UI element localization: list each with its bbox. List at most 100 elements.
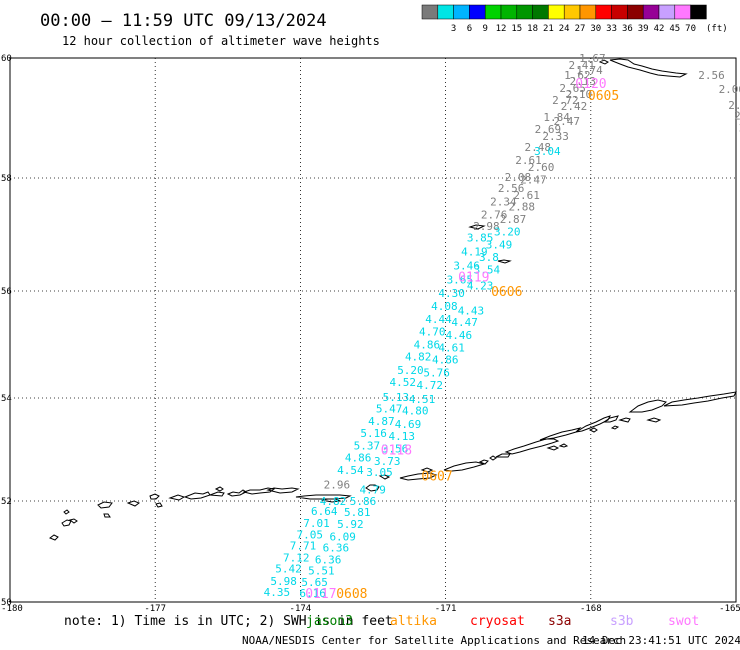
lat-tick-label: 56 [1, 287, 12, 297]
lat-tick-label: 60 [1, 54, 12, 64]
orbit-time-label: 0605 [588, 89, 619, 104]
swh-value: 4.70 [419, 326, 446, 339]
swh-value: 4.30 [438, 287, 465, 300]
lon-tick-label: -168 [580, 604, 602, 614]
map-subtitle: 12 hour collection of altimeter wave hei… [62, 34, 380, 48]
swh-value: 4.19 [461, 245, 488, 258]
swh-value: 5.51 [308, 565, 335, 578]
swh-value: 4.35 [264, 586, 291, 599]
swh-color-legend: 3 6 9 12 15 18 21 24 27 30 33 36 39 42 45 70 [421, 4, 707, 34]
swh-value: 2.06 [719, 83, 740, 96]
satellite-legend-item: s3a [548, 614, 571, 629]
legend-label: 42 [654, 24, 665, 34]
legend-swatch [532, 4, 549, 20]
swh-value: 2 [739, 122, 740, 135]
swh-value: 5.47 [376, 402, 403, 415]
swh-value: 4.43 [458, 304, 485, 317]
footer-credit: NOAA/NESDIS Center for Satellite Applica… [242, 634, 626, 647]
swh-value: 7.05 [297, 528, 324, 541]
swh-value: 4.72 [417, 379, 444, 392]
footer-note: note: 1) Time is in UTC; 2) SWH is in fe… [64, 614, 393, 629]
swh-value: 2.08 [505, 171, 532, 184]
orbit-time-label: 0606 [491, 285, 522, 300]
satellite-legend-item: altika [390, 614, 437, 629]
lat-tick-label: 52 [1, 497, 12, 507]
lon-tick-label: -174 [290, 604, 312, 614]
orbit-time-label: 0119 [458, 270, 489, 285]
footer-timestamp: 14 Dec 23:41:51 UTC 2024 [582, 634, 740, 647]
swh-value: 6.16 [299, 587, 326, 600]
swh-value: 2.67 [728, 99, 740, 112]
swh-value: 1.67 [579, 52, 606, 65]
swh-value: 2.48 [524, 141, 551, 154]
legend-swatch [674, 4, 691, 20]
swh-value: 4.46 [446, 329, 473, 342]
legend-swatch [437, 4, 454, 20]
swh-value: 3.56 [382, 442, 409, 455]
legend-swatch [469, 4, 486, 20]
legend-swatch [690, 4, 707, 20]
swh-value: 5.20 [397, 364, 424, 377]
swh-value: 6.36 [323, 541, 350, 554]
axis-tick-labels: -180 -177 -174 -171 -168 -165 60 58 56 54 52 50 [1, 54, 740, 614]
satellite-legend-item: cryosat [470, 614, 525, 629]
legend-swatch [563, 4, 581, 20]
swh-value: 4.80 [402, 404, 429, 417]
swh-value: 4.87 [368, 415, 395, 428]
swh-value: 5.81 [344, 506, 371, 519]
swh-value: 1.74 [576, 64, 603, 77]
swh-value: 2.56 [698, 69, 725, 82]
legend-label: 27 [575, 24, 586, 34]
swh-value: 7.71 [290, 539, 317, 552]
swh-value: 3.49 [486, 239, 512, 252]
swh-value: 2.65 [559, 82, 586, 95]
swh-track-points: 1.672.411.741.622.132.652.102.722.421.84… [264, 52, 740, 600]
swh-value: 4.86 [345, 452, 372, 465]
swh-value: 7.01 [303, 517, 330, 530]
swh-value: 2.1 [734, 110, 740, 123]
swh-value: 3.05 [366, 466, 393, 479]
legend-label: 6 [467, 24, 472, 34]
legend-label: 24 [559, 24, 570, 34]
swh-value: 3.54 [474, 264, 501, 277]
swh-value: 2.33 [542, 130, 569, 143]
legend-swatch [642, 4, 660, 20]
lon-tick-label: -165 [719, 604, 740, 614]
swh-value: 1.62 [564, 69, 591, 82]
swh-value: 2.41 [569, 59, 596, 72]
swh-value: 5.37 [354, 439, 381, 452]
swh-value: 5.42 [275, 563, 302, 576]
swh-value: 4.08 [431, 300, 458, 313]
legend-label: 33 [606, 24, 617, 34]
lon-tick-label: -171 [435, 604, 457, 614]
swh-value: 5.98 [270, 575, 297, 588]
legend-swatch [453, 4, 470, 20]
swh-value: 2.13 [570, 75, 597, 88]
legend-label: 39 [638, 24, 649, 34]
legend-label: 45 [669, 24, 680, 34]
legend-label: 15 [511, 24, 522, 34]
swh-value: 3.8 [479, 251, 499, 264]
swh-value: 4.69 [395, 418, 422, 431]
legend-label: 12 [496, 24, 507, 34]
orbit-time-label: 0118 [381, 444, 412, 459]
swh-value: 2.10 [566, 88, 593, 101]
legend-swatch [548, 4, 565, 20]
map-frame [9, 57, 737, 603]
swh-value: 3.73 [374, 455, 401, 468]
legend-swatch [500, 4, 518, 20]
swh-value: 6.64 [311, 505, 338, 518]
legend-swatch [579, 4, 597, 20]
lat-tick-label: 54 [1, 394, 12, 404]
swh-value: 4.86 [414, 339, 441, 352]
satellite-legend: jason3 altika cryosat s3a s3b swot [306, 614, 699, 629]
swh-value: 2.88 [509, 200, 536, 213]
swh-value: 5.76 [423, 366, 450, 379]
legend-label: 36 [622, 24, 633, 34]
lat-tick-label: 50 [1, 598, 12, 608]
swh-value: 5.86 [350, 495, 377, 508]
swh-value: 6.36 [315, 554, 342, 567]
legend-label: 30 [590, 24, 601, 34]
orbit-time-label: 0608 [336, 587, 367, 602]
